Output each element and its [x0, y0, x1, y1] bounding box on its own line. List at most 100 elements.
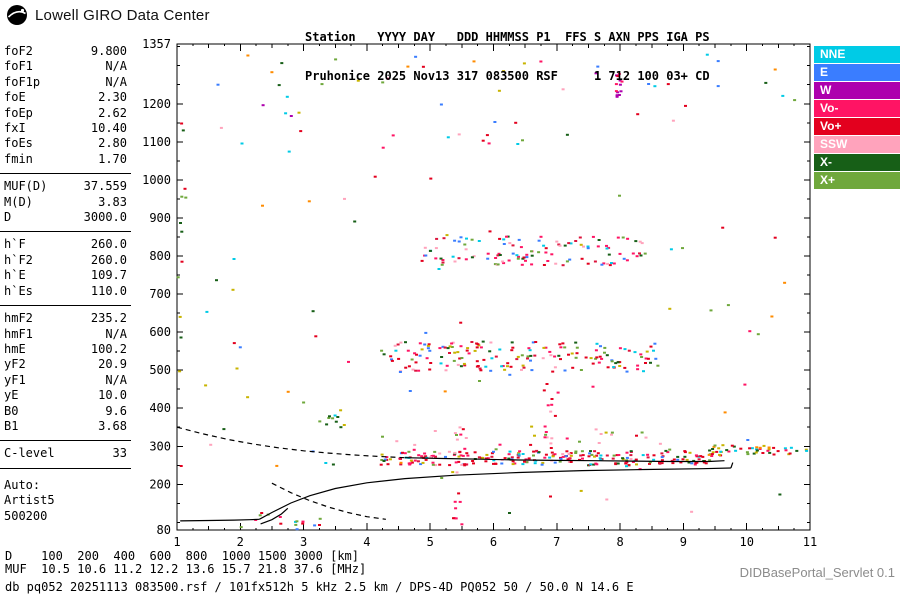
station-header: Station YYYY DAY DDD HHMMSS P1 FFS S AXN…: [305, 5, 710, 96]
parameter-row: C-level 33: [0, 446, 131, 461]
parameter-value: 2.30: [98, 90, 127, 105]
parameter-row: h`F2 260.0: [0, 253, 131, 268]
parameter-label: M(D): [4, 194, 33, 209]
svg-text:900: 900: [149, 211, 171, 225]
parameter-row: foF1 N/A: [0, 59, 131, 74]
parameter-value: 20.9: [98, 357, 127, 372]
svg-text:4: 4: [363, 535, 370, 549]
parameter-label: hmF2: [4, 311, 33, 326]
parameter-group: h`F 260.0 h`F2 260.0 h`E 109.7 h`Es 110.0: [0, 232, 131, 307]
parameter-label: fxI: [4, 121, 26, 136]
parameter-row: h`F 260.0: [0, 237, 131, 252]
parameter-row: fxI 10.40: [0, 121, 131, 136]
status-bar: db pq052 20251113 083500.rsf / 101fx512h…: [5, 580, 634, 594]
parameter-label: C-level: [4, 446, 55, 461]
parameter-value: 110.0: [90, 283, 127, 298]
parameter-label: foF1: [4, 59, 33, 74]
svg-text:11: 11: [803, 535, 817, 549]
parameter-value: 3000.0: [83, 210, 127, 225]
parameter-row: foEp 2.62: [0, 106, 131, 121]
legend-item-nne: NNE: [814, 46, 900, 63]
svg-text:6: 6: [490, 535, 497, 549]
parameter-row: h`Es 110.0: [0, 284, 131, 299]
parameter-group: hmF2 235.2 hmF1 N/A hmE 100.2 yF2 20.9 yF1 N/A yE 1…: [0, 306, 131, 442]
autoscaling-line: 500200: [4, 508, 48, 523]
parameter-label: h`Es: [4, 283, 33, 298]
svg-text:1100: 1100: [142, 135, 171, 149]
svg-text:8: 8: [616, 535, 623, 549]
legend-item-e: E: [814, 64, 900, 81]
parameter-row: foE 2.30: [0, 90, 131, 105]
svg-text:2: 2: [237, 535, 244, 549]
svg-text:1: 1: [173, 535, 180, 549]
svg-text:700: 700: [149, 287, 171, 301]
legend-item-x-: X+: [814, 172, 900, 189]
svg-text:300: 300: [149, 439, 171, 453]
parameter-row: foF1p N/A: [0, 75, 131, 90]
svg-text:7: 7: [553, 535, 560, 549]
giro-logo-icon: [7, 5, 27, 25]
parameter-value: 3.83: [98, 194, 127, 209]
parameter-label: D: [4, 210, 12, 225]
parameter-value: N/A: [105, 372, 127, 387]
parameter-value: 3.68: [98, 418, 127, 433]
parameter-row: fmin 1.70: [0, 152, 131, 167]
parameter-label: hmE: [4, 341, 26, 356]
parameter-value: N/A: [105, 59, 127, 74]
app-logo: Lowell GIRO Data Center: [6, 4, 210, 26]
echo-legend: NNE E W Vo- Vo+ SSW X- X+: [814, 46, 900, 190]
parameter-group: C-level 33: [0, 441, 131, 469]
parameter-row: MUF(D) 37.559: [0, 179, 131, 194]
parameter-group: foF2 9.800 foF1 N/A foF1p N/A foE 2.30 foEp 2.62 f…: [0, 42, 131, 175]
svg-text:80: 80: [157, 523, 171, 537]
parameter-label: foF2: [4, 44, 33, 58]
svg-text:400: 400: [149, 401, 171, 415]
servlet-watermark: DIDBasePortal_Servlet 0.1: [739, 565, 895, 580]
parameter-value: N/A: [105, 326, 127, 341]
parameter-row: h`E 109.7: [0, 268, 131, 283]
parameter-row: foF2 9.800: [0, 44, 131, 59]
parameter-value: N/A: [105, 74, 127, 89]
parameter-value: 1.70: [98, 151, 127, 166]
parameter-row: foEs 2.80: [0, 136, 131, 151]
station-header-columns: Station YYYY DAY DDD HHMMSS P1 FFS S AXN…: [305, 30, 710, 44]
parameter-row: yF2 20.9: [0, 357, 131, 372]
parameter-value: 2.62: [98, 105, 127, 120]
parameter-value: 33: [112, 446, 127, 461]
parameter-row: hmF2 235.2: [0, 311, 131, 326]
parameter-label: fmin: [4, 151, 33, 166]
parameter-label: h`E: [4, 268, 26, 283]
legend-item-vo-: Vo+: [814, 118, 900, 135]
parameter-row: hmE 100.2: [0, 342, 131, 357]
app-title: Lowell GIRO Data Center: [35, 6, 210, 24]
svg-text:10: 10: [739, 535, 753, 549]
svg-text:1000: 1000: [142, 173, 171, 187]
parameter-label: yE: [4, 388, 19, 403]
legend-item-w: W: [814, 82, 900, 99]
legend-item-vo-: Vo-: [814, 100, 900, 117]
parameter-row: B0 9.6: [0, 404, 131, 419]
svg-text:500: 500: [149, 363, 171, 377]
parameter-row: yF1 N/A: [0, 373, 131, 388]
legend-item-x-: X-: [814, 154, 900, 171]
autoscaling-line: Auto:: [4, 477, 41, 492]
parameter-group: MUF(D) 37.559 M(D) 3.83 D 3000.0: [0, 174, 131, 233]
parameter-row: hmF1 N/A: [0, 327, 131, 342]
parameter-row: D 3000.0: [0, 210, 131, 225]
parameter-value: 37.559: [83, 179, 127, 194]
parameter-value: 260.0: [90, 237, 127, 252]
parameter-value: 9.6: [105, 403, 127, 418]
svg-text:9: 9: [680, 535, 687, 549]
parameter-label: yF1: [4, 372, 26, 387]
parameter-groups: foF2 9.800 foF1 N/A foF1p N/A foE 2.30 foEp 2.62 f…: [0, 42, 131, 469]
parameter-label: foEs: [4, 136, 33, 151]
parameter-label: foEp: [4, 105, 33, 120]
autoscaling-line: Artist5: [4, 493, 55, 508]
parameter-label: h`F: [4, 237, 26, 252]
parameter-row: B1 3.68: [0, 419, 131, 434]
parameter-value: 9.800: [90, 44, 127, 58]
parameter-value: 10.40: [90, 121, 127, 136]
parameter-panel: foF2 9.800 foF1 N/A foF1p N/A foE 2.30 foEp 2.62 f…: [0, 42, 131, 524]
parameter-value: 100.2: [90, 341, 127, 356]
